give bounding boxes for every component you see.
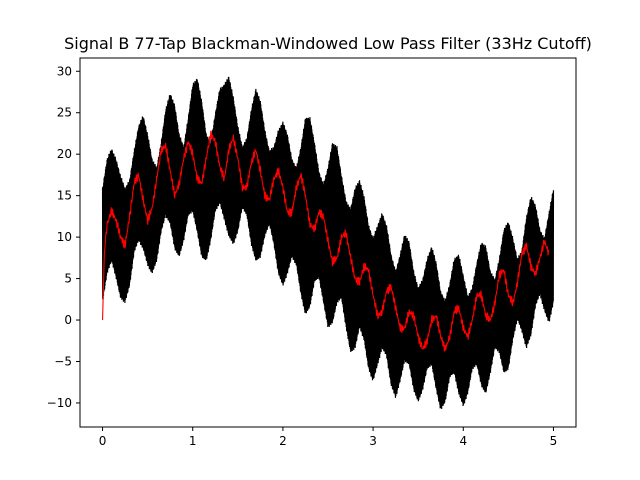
x-tick-label: 2 (279, 434, 287, 448)
series-layer (101, 76, 555, 409)
x-axis: 0 1 2 3 4 5 (99, 427, 558, 448)
y-axis: −10 −5 0 5 10 15 20 25 30 (47, 64, 80, 410)
x-tick-label: 4 (459, 434, 467, 448)
x-tick-label: 3 (369, 434, 377, 448)
series-filtered-signal (102, 130, 550, 352)
y-tick-label: 0 (64, 313, 72, 327)
x-tick-label: 5 (550, 434, 558, 448)
plot-area (101, 76, 555, 409)
y-tick-label: −10 (47, 396, 72, 410)
y-tick-label: 20 (57, 147, 72, 161)
chart-title: Signal B 77-Tap Blackman-Windowed Low Pa… (64, 34, 592, 53)
y-tick-label: −5 (54, 354, 72, 368)
series-raw-signal (101, 76, 555, 409)
y-tick-label: 25 (57, 106, 72, 120)
y-tick-label: 30 (57, 64, 72, 78)
y-tick-label: 10 (57, 230, 72, 244)
y-tick-label: 5 (64, 272, 72, 286)
y-tick-label: 15 (57, 189, 72, 203)
x-tick-label: 1 (189, 434, 197, 448)
axes-frame (79, 57, 577, 428)
x-tick-label: 0 (99, 434, 107, 448)
